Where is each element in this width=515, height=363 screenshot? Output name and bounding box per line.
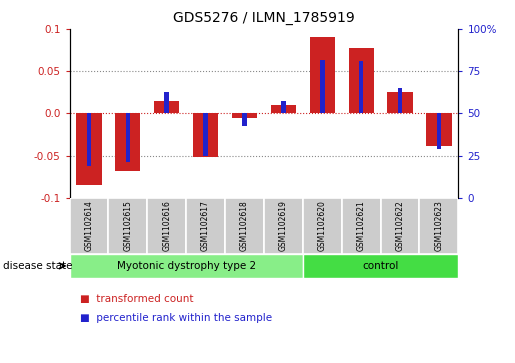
Bar xyxy=(225,198,264,254)
Bar xyxy=(342,198,381,254)
Bar xyxy=(281,101,286,113)
Bar xyxy=(76,113,101,185)
Bar xyxy=(303,198,342,254)
Text: GSM1102622: GSM1102622 xyxy=(396,200,404,251)
Bar xyxy=(147,198,186,254)
Text: GSM1102623: GSM1102623 xyxy=(435,200,443,251)
Bar xyxy=(387,92,413,113)
Bar xyxy=(164,92,169,113)
Bar xyxy=(242,113,247,126)
Bar xyxy=(115,113,141,171)
Bar xyxy=(420,198,458,254)
Bar xyxy=(349,48,374,113)
Bar xyxy=(87,113,91,166)
Text: GSM1102617: GSM1102617 xyxy=(201,200,210,251)
Text: GSM1102618: GSM1102618 xyxy=(240,200,249,251)
Bar xyxy=(437,113,441,149)
Bar xyxy=(310,37,335,113)
Bar xyxy=(186,198,225,254)
Text: GSM1102616: GSM1102616 xyxy=(162,200,171,251)
Bar xyxy=(193,113,218,157)
Text: GSM1102615: GSM1102615 xyxy=(124,200,132,251)
Text: ■  percentile rank within the sample: ■ percentile rank within the sample xyxy=(80,313,272,323)
Text: GSM1102619: GSM1102619 xyxy=(279,200,288,251)
Bar xyxy=(426,113,452,146)
Bar xyxy=(359,61,364,113)
Bar xyxy=(303,254,458,278)
Text: GSM1102620: GSM1102620 xyxy=(318,200,327,251)
Bar xyxy=(381,198,419,254)
Text: disease state: disease state xyxy=(3,261,72,271)
Text: GSM1102621: GSM1102621 xyxy=(357,200,366,251)
Bar xyxy=(264,198,303,254)
Text: Myotonic dystrophy type 2: Myotonic dystrophy type 2 xyxy=(116,261,256,271)
Bar xyxy=(70,254,303,278)
Bar xyxy=(203,113,208,156)
Text: control: control xyxy=(363,261,399,271)
Text: ■  transformed count: ■ transformed count xyxy=(80,294,193,305)
Bar xyxy=(320,60,324,113)
Bar xyxy=(398,88,402,113)
Bar xyxy=(108,198,147,254)
Bar xyxy=(271,105,296,113)
Bar xyxy=(70,198,109,254)
Bar xyxy=(232,113,257,118)
Bar xyxy=(154,101,179,113)
Bar xyxy=(126,113,130,162)
Text: GSM1102614: GSM1102614 xyxy=(84,200,93,251)
Title: GDS5276 / ILMN_1785919: GDS5276 / ILMN_1785919 xyxy=(173,11,355,25)
